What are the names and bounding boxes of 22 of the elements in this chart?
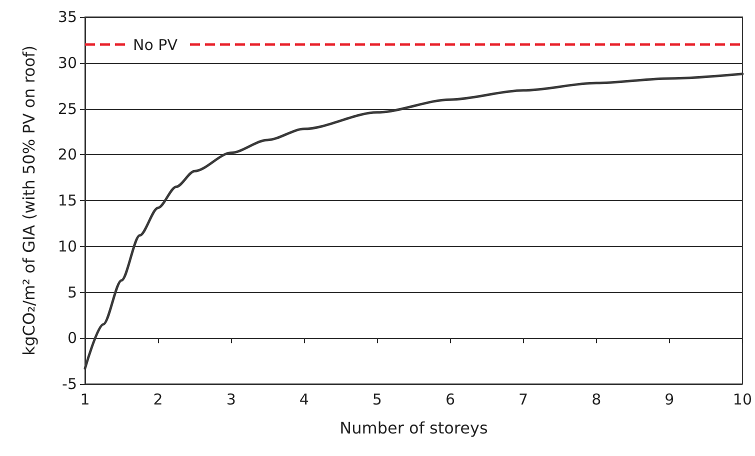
x-tick-label: 6 bbox=[445, 390, 456, 408]
y-tick-label: 20 bbox=[58, 146, 77, 164]
y-tick-label: 0 bbox=[67, 329, 77, 348]
y-tick-label: 15 bbox=[58, 192, 77, 210]
x-tick-label: 5 bbox=[372, 390, 382, 408]
x-tick-label: 9 bbox=[664, 390, 674, 408]
x-tick-label: 3 bbox=[226, 390, 236, 408]
y-tick-label: 35 bbox=[58, 8, 77, 26]
x-tick-label: 2 bbox=[153, 390, 163, 408]
y-axis-title: kgCO₂/m² of GIA (with 50% PV on roof) bbox=[20, 45, 38, 356]
y-tick-label: 10 bbox=[58, 237, 77, 256]
ref-line-label: No PV bbox=[133, 36, 178, 54]
x-tick-label: 10 bbox=[732, 390, 752, 408]
x-tick-label: 7 bbox=[518, 390, 528, 408]
x-axis-title: Number of storeys bbox=[340, 418, 488, 438]
y-tick-label: 25 bbox=[58, 100, 77, 118]
y-tick-label: -5 bbox=[62, 375, 77, 393]
x-tick-label: 4 bbox=[299, 390, 309, 408]
y-tick-label: 5 bbox=[67, 283, 77, 302]
x-tick-label: 1 bbox=[80, 390, 90, 408]
y-tick-label: 30 bbox=[58, 54, 77, 72]
x-tick-label: 8 bbox=[592, 390, 602, 408]
